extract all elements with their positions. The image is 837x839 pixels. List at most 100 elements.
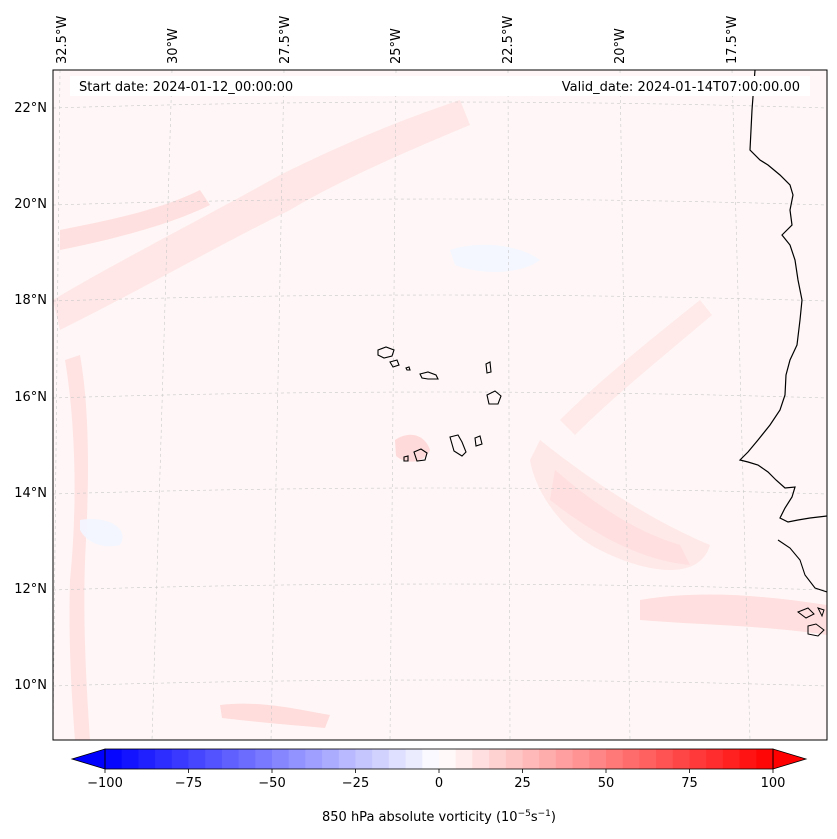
vorticity-band-west: [65, 355, 90, 740]
lat-label: 12°N: [14, 582, 47, 597]
colorbar-ticks: −100 −75 −50 −25 0 25 50 75 100: [87, 769, 785, 791]
island-sao-nicolau: [419, 371, 439, 380]
vorticity-patch-islands: [395, 434, 430, 462]
lat-label: 16°N: [14, 390, 47, 405]
island-brava: [403, 455, 409, 462]
parallel-12n: [53, 583, 827, 591]
colorbar-extend-high: [772, 748, 808, 770]
vorticity-band-diagonal: [560, 300, 712, 435]
colorbar-cell: [589, 749, 607, 769]
colorbar-cell: [372, 749, 390, 769]
colorbar-cell: [105, 749, 123, 769]
meridian-27-5w: [270, 70, 285, 740]
valid-date-label: Valid_date: 2024-01-14T07:00:00.00: [562, 80, 800, 95]
colorbar-tick-label: 50: [598, 776, 615, 791]
map-panel: Start date: 2024-01-12_00:00:00 Valid_da…: [53, 70, 827, 740]
colorbar-cell: [388, 749, 407, 769]
colorbar-cell: [171, 749, 189, 769]
colorbar-tick-label: −50: [258, 776, 285, 791]
coastline-south-islands: [796, 607, 825, 637]
colorbar-cell: [472, 749, 490, 769]
vorticity-negative-patch: [450, 244, 540, 272]
island-sal: [485, 361, 492, 374]
colorbar-tick-label: 0: [435, 776, 443, 791]
colorbar-cell: [439, 749, 457, 769]
colorbar-cell: [355, 749, 373, 769]
cape-verde-islands: [377, 346, 502, 462]
start-date-label: Start date: 2024-01-12_00:00:00: [79, 80, 293, 95]
colorbar-cell: [739, 749, 757, 769]
vorticity-band-central-halo: [530, 440, 710, 570]
vorticity-band-north: [53, 100, 470, 330]
graticule: [53, 70, 827, 740]
meridian-17-5w: [731, 70, 751, 740]
colorbar-cell: [188, 749, 206, 769]
colorbar-cell: [639, 749, 657, 769]
colorbar-cell: [539, 749, 557, 769]
colorbar-cell: [238, 749, 256, 769]
colorbar-cell: [205, 749, 223, 769]
colorbar-cell: [672, 749, 690, 769]
lon-label: 22.5°W: [501, 16, 516, 64]
colorbar-cell: [138, 749, 156, 769]
island-santiago: [449, 434, 467, 457]
colorbar-cell: [221, 749, 240, 769]
colorbar-cell: [555, 749, 574, 769]
meridian-25w: [389, 70, 397, 740]
colorbar-cell: [656, 749, 674, 769]
colorbar-cell: [121, 749, 139, 769]
lon-label: 27.5°W: [278, 16, 293, 64]
colorbar-cell: [288, 749, 306, 769]
colorbar-tick-label: 25: [514, 776, 531, 791]
colorbar-cell: [522, 749, 540, 769]
lon-label: 20°W: [613, 28, 628, 64]
colorbar-extend-low: [70, 748, 106, 770]
colorbar-tick-label: 100: [761, 776, 786, 791]
colorbar-cell: [689, 749, 707, 769]
colorbar-cell: [405, 749, 423, 769]
parallel-16n: [53, 391, 827, 399]
colorbar-cell: [338, 749, 356, 769]
lat-label: 14°N: [14, 486, 47, 501]
island-santo-antao: [377, 346, 395, 359]
vorticity-field: [53, 100, 827, 740]
colorbar-cell: [255, 749, 273, 769]
meridian-22-5w: [507, 70, 511, 740]
colorbar-cell: [272, 749, 290, 769]
meridian-30w: [151, 70, 173, 740]
lat-label: 10°N: [14, 678, 47, 693]
island-boa-vista: [486, 390, 502, 405]
coastline-guinea: [777, 539, 827, 593]
parallel-10n: [53, 679, 827, 687]
colorbar-cell: [505, 749, 523, 769]
parallel-22n: [53, 101, 827, 109]
lon-label: 17.5°W: [725, 16, 740, 64]
vorticity-band-south: [640, 594, 827, 635]
longitude-labels: 32.5°W 30°W 27.5°W 25°W 22.5°W 20°W 17.5…: [55, 16, 740, 64]
colorbar-tick-label: −100: [87, 776, 123, 791]
parallel-20n: [53, 198, 827, 206]
lon-label: 25°W: [389, 28, 404, 64]
colorbar-cells: [105, 749, 774, 769]
map-frame: [52, 69, 828, 741]
colorbar-cell: [606, 749, 624, 769]
colorbar-cell: [155, 749, 173, 769]
lon-label: 32.5°W: [55, 16, 70, 64]
colorbar-cell: [722, 749, 741, 769]
lat-label: 20°N: [14, 197, 47, 212]
colorbar-cell: [489, 749, 507, 769]
island-santa-luzia: [405, 366, 411, 371]
island-maio: [474, 435, 483, 447]
colorbar: −100 −75 −50 −25 0 25 50 75 100 850 hPa absolute…: [70, 748, 808, 825]
colorbar-cell: [622, 749, 640, 769]
island-fogo: [413, 448, 428, 462]
colorbar-cell: [305, 749, 323, 769]
lat-label: 18°N: [14, 293, 47, 308]
date-label-background: [70, 76, 810, 96]
colorbar-cell: [706, 749, 724, 769]
parallel-14n: [53, 487, 827, 495]
island-sao-vicente: [389, 359, 400, 368]
colorbar-cell: [756, 749, 774, 769]
vorticity-band-nw: [60, 190, 210, 250]
